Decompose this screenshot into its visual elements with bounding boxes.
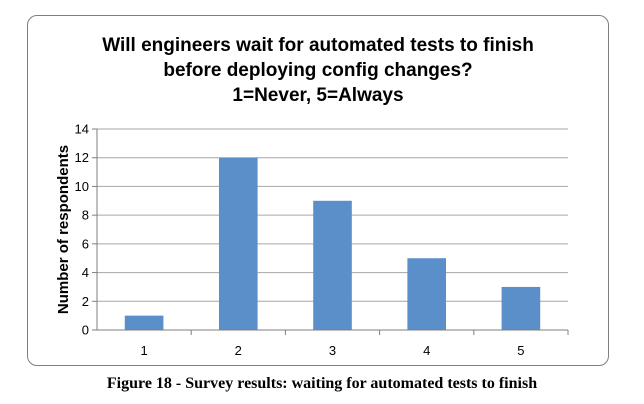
y-tick-label: 2 — [82, 294, 89, 309]
x-tick-label: 5 — [517, 343, 524, 358]
bar-5 — [501, 286, 541, 330]
y-tick-labels: 0 2 4 6 8 10 12 14 — [75, 122, 89, 338]
y-tick-label: 10 — [75, 179, 89, 194]
chart-title-line-2: before deploying config changes? — [163, 60, 473, 81]
bar-1 — [124, 315, 164, 330]
bar-3 — [313, 200, 352, 330]
x-tick-labels: 1 2 3 4 5 — [140, 343, 524, 358]
x-tick-label: 4 — [423, 343, 430, 358]
bar-4 — [407, 258, 447, 330]
y-tick-label: 4 — [82, 265, 89, 280]
figure-caption: Figure 18 - Survey results: waiting for … — [106, 375, 538, 392]
x-tick-label: 3 — [329, 343, 336, 358]
chart-title-line-3: 1=Never, 5=Always — [232, 85, 404, 106]
chart-title-line-1: Will engineers wait for automated tests … — [102, 35, 534, 56]
x-tick-label: 2 — [235, 343, 242, 358]
chart-title: Will engineers wait for automated tests … — [27, 33, 609, 108]
y-axis-title: Number of respondents — [55, 145, 72, 314]
x-tick-label: 1 — [140, 343, 147, 358]
y-tick-label: 12 — [75, 150, 89, 165]
bar-2 — [218, 157, 258, 330]
bars — [124, 157, 541, 330]
axes — [92, 128, 569, 335]
y-tick-label: 14 — [75, 122, 89, 137]
y-tick-label: 0 — [82, 323, 89, 338]
y-tick-label: 8 — [82, 208, 89, 223]
y-tick-label: 6 — [82, 236, 89, 251]
